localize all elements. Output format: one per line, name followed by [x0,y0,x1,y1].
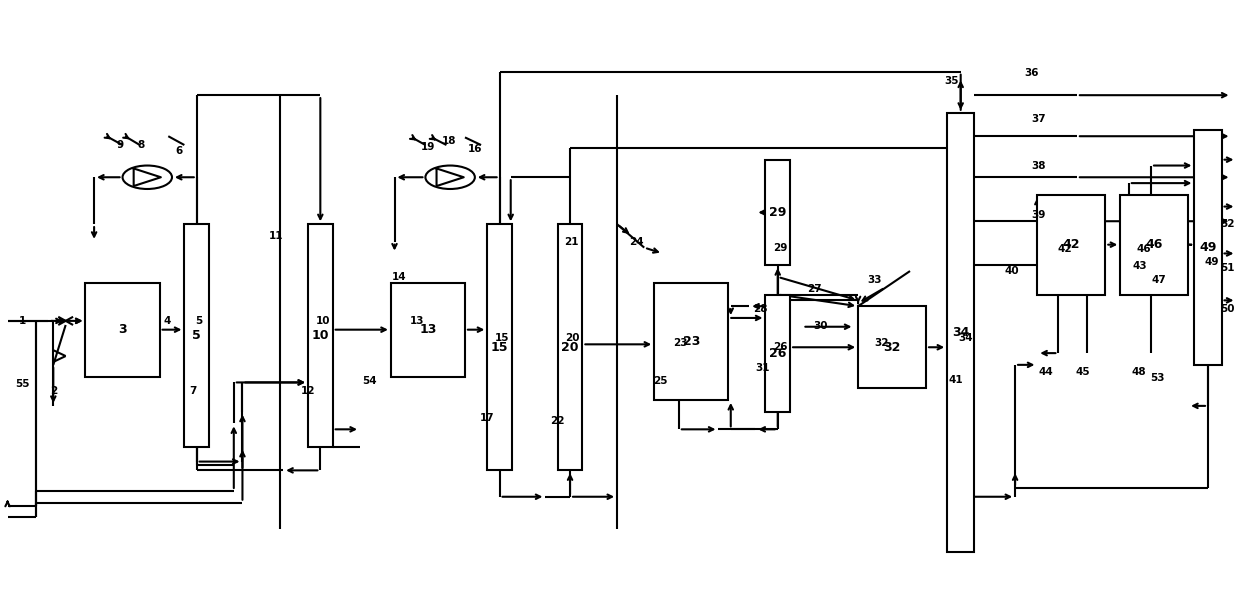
Text: 50: 50 [1220,304,1235,314]
Text: 6: 6 [176,146,183,156]
Text: 16: 16 [467,144,482,154]
Text: 39: 39 [1031,210,1046,220]
Text: 4: 4 [164,316,171,326]
Bar [1037,195,1105,294]
Text: 51: 51 [1220,263,1235,273]
Text: 32: 32 [883,341,901,354]
Text: 54: 54 [363,376,377,386]
Text: 32: 32 [875,337,888,348]
Text: 23: 23 [673,337,688,348]
Bar [309,224,333,447]
Bar [1120,195,1188,294]
Bar [766,160,790,265]
Circle shape [123,166,172,189]
Text: 45: 45 [1075,367,1090,377]
Text: 43: 43 [1132,262,1147,272]
Text: 26: 26 [769,346,787,360]
Text: 25: 25 [653,376,668,386]
Text: 42: 42 [1057,244,1072,254]
Text: 49: 49 [1199,241,1217,254]
Text: 34: 34 [958,333,973,343]
Text: 3: 3 [118,323,126,336]
Text: 13: 13 [410,316,424,326]
Text: 15: 15 [491,341,508,354]
Text: 19: 19 [421,142,435,152]
Text: 41: 41 [948,375,963,385]
Text: 7: 7 [190,386,197,396]
Text: 48: 48 [1131,367,1146,377]
Text: 15: 15 [494,333,509,343]
Bar [558,224,582,471]
Bar [390,283,465,376]
Bar [654,283,729,400]
Text: 29: 29 [773,243,788,253]
Text: 53: 53 [1150,373,1165,383]
Text: 31: 31 [756,363,771,373]
Text: 34: 34 [952,326,969,339]
Text: 44: 44 [1038,367,1053,377]
Text: 10: 10 [311,329,330,342]
Text: 30: 30 [814,321,828,331]
Text: 13: 13 [419,323,436,336]
Text: 2: 2 [50,386,57,396]
Text: 1: 1 [19,316,26,326]
Text: 17: 17 [479,413,494,422]
Text: 28: 28 [753,303,768,313]
Text: 49: 49 [1204,257,1219,267]
Text: 35: 35 [945,75,959,85]
Text: 11: 11 [269,231,282,241]
Text: 40: 40 [1004,266,1018,276]
Text: 47: 47 [1151,275,1166,285]
Text: 24: 24 [629,237,644,247]
Text: 12: 12 [301,386,315,396]
Text: 22: 22 [550,415,565,425]
Text: 37: 37 [1031,114,1046,124]
Bar [487,224,512,471]
Text: 20: 20 [561,341,579,354]
Circle shape [425,166,475,189]
Text: 14: 14 [392,272,406,282]
Text: 33: 33 [867,275,881,285]
Text: 46: 46 [1146,238,1163,251]
Text: 29: 29 [769,206,787,219]
Text: 23: 23 [683,335,700,348]
Text: 5: 5 [192,329,201,342]
Bar [85,283,160,376]
Bar [1194,130,1222,365]
Text: 55: 55 [15,379,30,389]
Bar [859,306,926,388]
Bar [185,224,209,447]
Text: 46: 46 [1136,244,1151,254]
Text: 52: 52 [1220,219,1235,229]
Text: 8: 8 [138,140,145,150]
Text: 38: 38 [1031,161,1046,171]
Text: 27: 27 [808,284,823,294]
Text: 36: 36 [1023,68,1038,78]
Text: 5: 5 [196,316,203,326]
Bar [947,112,974,552]
Bar [766,294,790,412]
Text: 10: 10 [316,316,330,326]
Text: 18: 18 [441,136,456,146]
Text: 42: 42 [1063,238,1080,251]
Text: 20: 20 [565,333,580,343]
Text: 26: 26 [773,342,788,352]
Text: 21: 21 [564,237,579,247]
Text: 9: 9 [116,140,124,150]
